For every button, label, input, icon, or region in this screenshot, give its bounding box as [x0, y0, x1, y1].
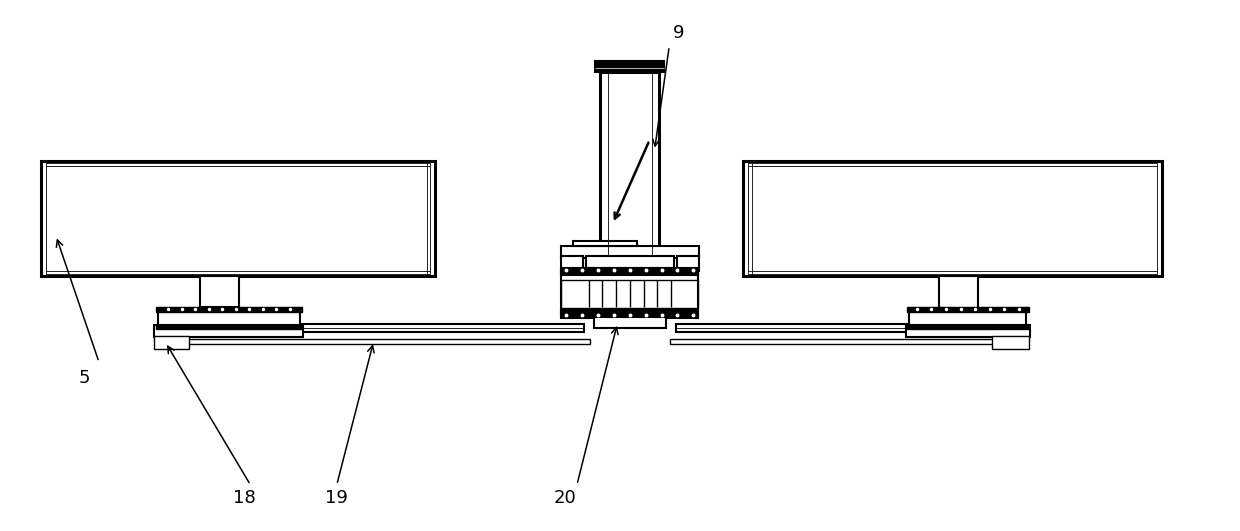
Bar [600, 72, 660, 255]
Bar [41, 161, 435, 276]
Text: 18: 18 [233, 489, 255, 507]
Bar [560, 255, 583, 271]
Bar [46, 163, 430, 274]
Bar [562, 268, 698, 276]
Text: 5: 5 [78, 369, 91, 387]
Bar [562, 311, 698, 318]
Bar [594, 316, 666, 328]
Bar [906, 324, 1029, 329]
Bar [595, 61, 665, 72]
Bar [743, 161, 1162, 276]
Bar [906, 307, 1029, 312]
Bar [300, 324, 584, 332]
Bar [155, 336, 188, 349]
Text: 9: 9 [673, 24, 684, 42]
Bar [155, 324, 304, 337]
Bar [164, 339, 590, 344]
Bar [992, 336, 1029, 349]
Text: 20: 20 [553, 489, 575, 507]
Bar [159, 308, 300, 326]
Bar [200, 276, 239, 307]
Bar [562, 280, 698, 309]
Bar [677, 255, 699, 271]
Bar [909, 308, 1027, 326]
Bar [748, 163, 1157, 274]
Bar [156, 307, 303, 312]
Text: 19: 19 [325, 489, 348, 507]
Bar [585, 256, 675, 268]
Bar [670, 339, 1027, 344]
Bar [560, 246, 699, 258]
Bar [573, 241, 637, 246]
Bar [676, 324, 909, 332]
Bar [156, 324, 303, 329]
Bar [905, 324, 1030, 337]
Bar [939, 276, 978, 318]
